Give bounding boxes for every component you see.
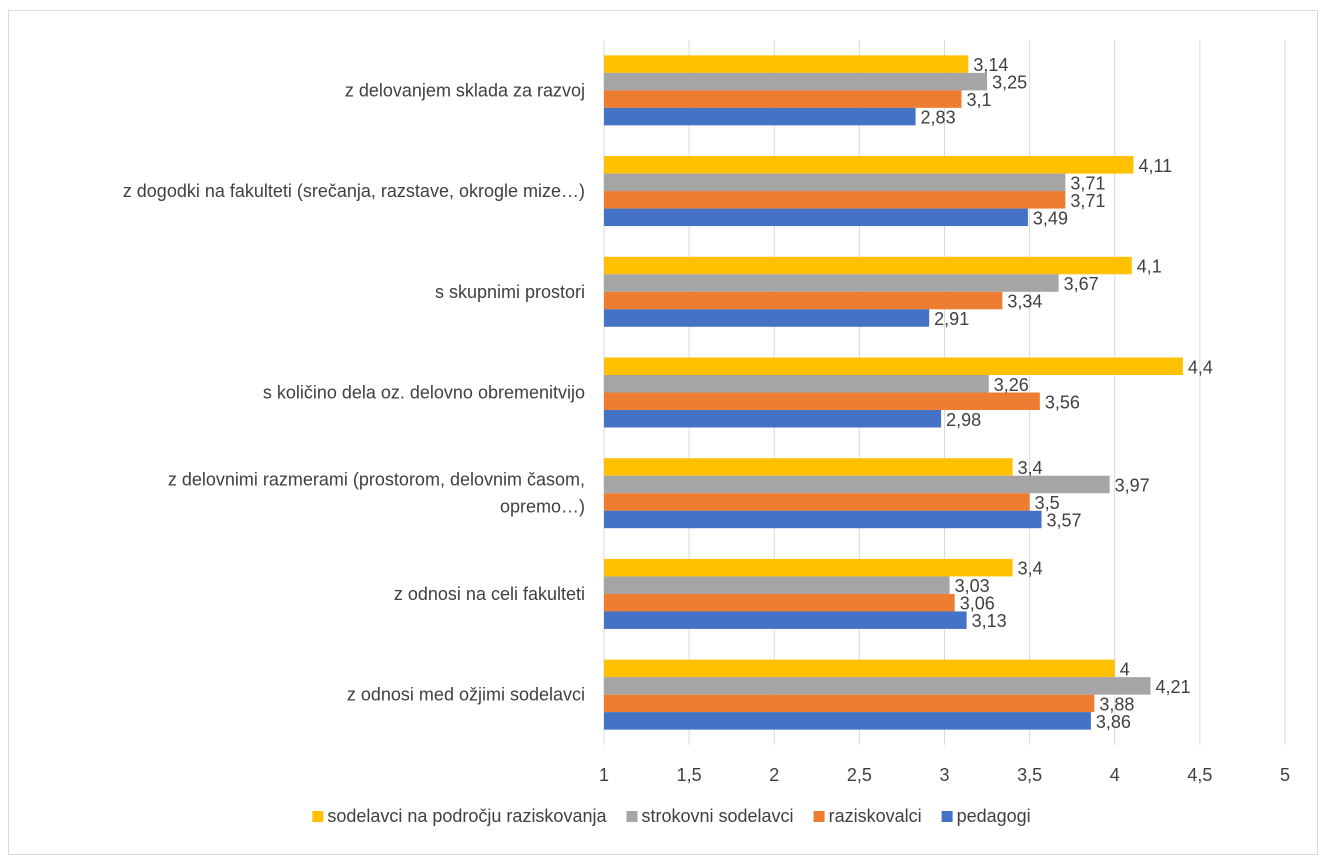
x-tick-label: 4,5 (1187, 765, 1212, 785)
bar (604, 256, 1132, 275)
legend-item: strokovni sodelavci (626, 806, 794, 826)
category-label: s količino dela oz. delovno obremenitvij… (263, 383, 585, 403)
data-label: 3,71 (1070, 173, 1105, 193)
legend-swatch (626, 811, 638, 822)
data-label: 3,03 (955, 576, 990, 596)
data-label: 3,88 (1099, 694, 1134, 714)
data-label: 3,26 (994, 375, 1029, 395)
data-label: 2,91 (934, 309, 969, 329)
legend-label: sodelavci na področju raziskovanja (327, 806, 607, 826)
legend-item: raziskovalci (813, 806, 922, 826)
data-label: 2,83 (921, 108, 956, 128)
category-label: opremo…) (500, 497, 585, 517)
data-label: 4 (1120, 659, 1130, 679)
legend-label: raziskovalci (829, 806, 922, 826)
legend-item: pedagogi (941, 806, 1031, 826)
data-label: 3,4 (1018, 458, 1043, 478)
data-label: 3,57 (1047, 510, 1082, 530)
legend-swatch (813, 811, 825, 822)
category-label: z delovanjem sklada za razvoj (345, 80, 585, 100)
data-label: 3,4 (1018, 559, 1043, 579)
category-label: z dogodki na fakulteti (srečanja, razsta… (123, 181, 585, 201)
bar (604, 357, 1183, 375)
data-label: 3,67 (1064, 274, 1099, 294)
category-label: z delovnimi razmerami (prostorom, delovn… (168, 470, 585, 490)
bar (604, 659, 1115, 678)
legend-item: sodelavci na področju raziskovanja (312, 806, 607, 826)
bar (604, 677, 1151, 695)
data-label: 3,49 (1033, 208, 1068, 228)
bar (604, 55, 969, 73)
x-tick-label: 2 (769, 765, 779, 785)
bar (604, 392, 1040, 410)
legend-label: pedagogi (957, 806, 1031, 826)
bar (604, 309, 930, 327)
data-label: 3,1 (967, 90, 992, 110)
data-label: 3,5 (1035, 493, 1060, 513)
x-tick-label: 4 (1110, 765, 1120, 785)
bar (604, 72, 988, 91)
bar (604, 173, 1066, 192)
bar (604, 90, 962, 108)
bar (604, 410, 942, 428)
category-labels: z delovanjem sklada za razvoj z dogodki n… (123, 80, 585, 704)
bar (604, 274, 1059, 292)
x-tick-label: 1 (599, 765, 609, 785)
data-label: 4,11 (1138, 156, 1172, 176)
data-label: 3,06 (960, 594, 995, 614)
bar (604, 694, 1095, 713)
bar (604, 375, 989, 393)
data-label: 2,98 (946, 410, 981, 430)
bar (604, 191, 1066, 209)
category-label: z odnosi na celi fakulteti (394, 584, 585, 604)
legend-swatch (941, 811, 953, 822)
data-labels: 3,143,253,1 2,83 4,11 3,713,713,49 4,1 3,67 3,… (921, 55, 1213, 732)
legend-swatch (312, 811, 324, 822)
x-tick-label: 3,5 (1017, 765, 1042, 785)
bar (604, 712, 1091, 730)
bar (604, 156, 1134, 174)
x-tick-label: 3 (939, 765, 949, 785)
bar (604, 107, 916, 126)
data-label: 3,13 (972, 611, 1007, 631)
bars (604, 55, 1183, 730)
data-label: 3,34 (1007, 292, 1042, 312)
bar (604, 558, 1013, 577)
data-label: 4,21 (1156, 677, 1191, 697)
data-label: 3,14 (973, 55, 1008, 75)
data-label: 3,71 (1070, 191, 1105, 211)
bar (604, 510, 1042, 529)
x-tick-label: 1,5 (677, 765, 702, 785)
bar (604, 458, 1013, 476)
bar (604, 576, 950, 594)
bar (604, 208, 1028, 227)
data-label: 4,4 (1188, 357, 1213, 377)
legend: sodelavci na področju raziskovanja stroko… (312, 806, 1031, 826)
data-label: 3,25 (992, 73, 1027, 93)
bar (604, 493, 1030, 511)
bar (604, 291, 1003, 310)
x-tick-label: 5 (1280, 765, 1290, 785)
category-label: s skupnimi prostori (435, 282, 585, 302)
x-tick-label: 2,5 (847, 765, 872, 785)
bar (604, 593, 955, 612)
data-label: 3,86 (1096, 712, 1131, 732)
data-label: 3,56 (1045, 392, 1080, 412)
bar (604, 611, 967, 629)
x-tick-labels: 1 1,5 2 2,5 3 3,5 4 4,5 5 (599, 765, 1290, 785)
category-label: z odnosi med ožjimi sodelavci (347, 685, 585, 705)
data-label: 4,1 (1137, 257, 1162, 277)
legend-label: strokovni sodelavci (641, 806, 793, 826)
data-label: 3,97 (1115, 475, 1150, 495)
bar (604, 475, 1110, 494)
